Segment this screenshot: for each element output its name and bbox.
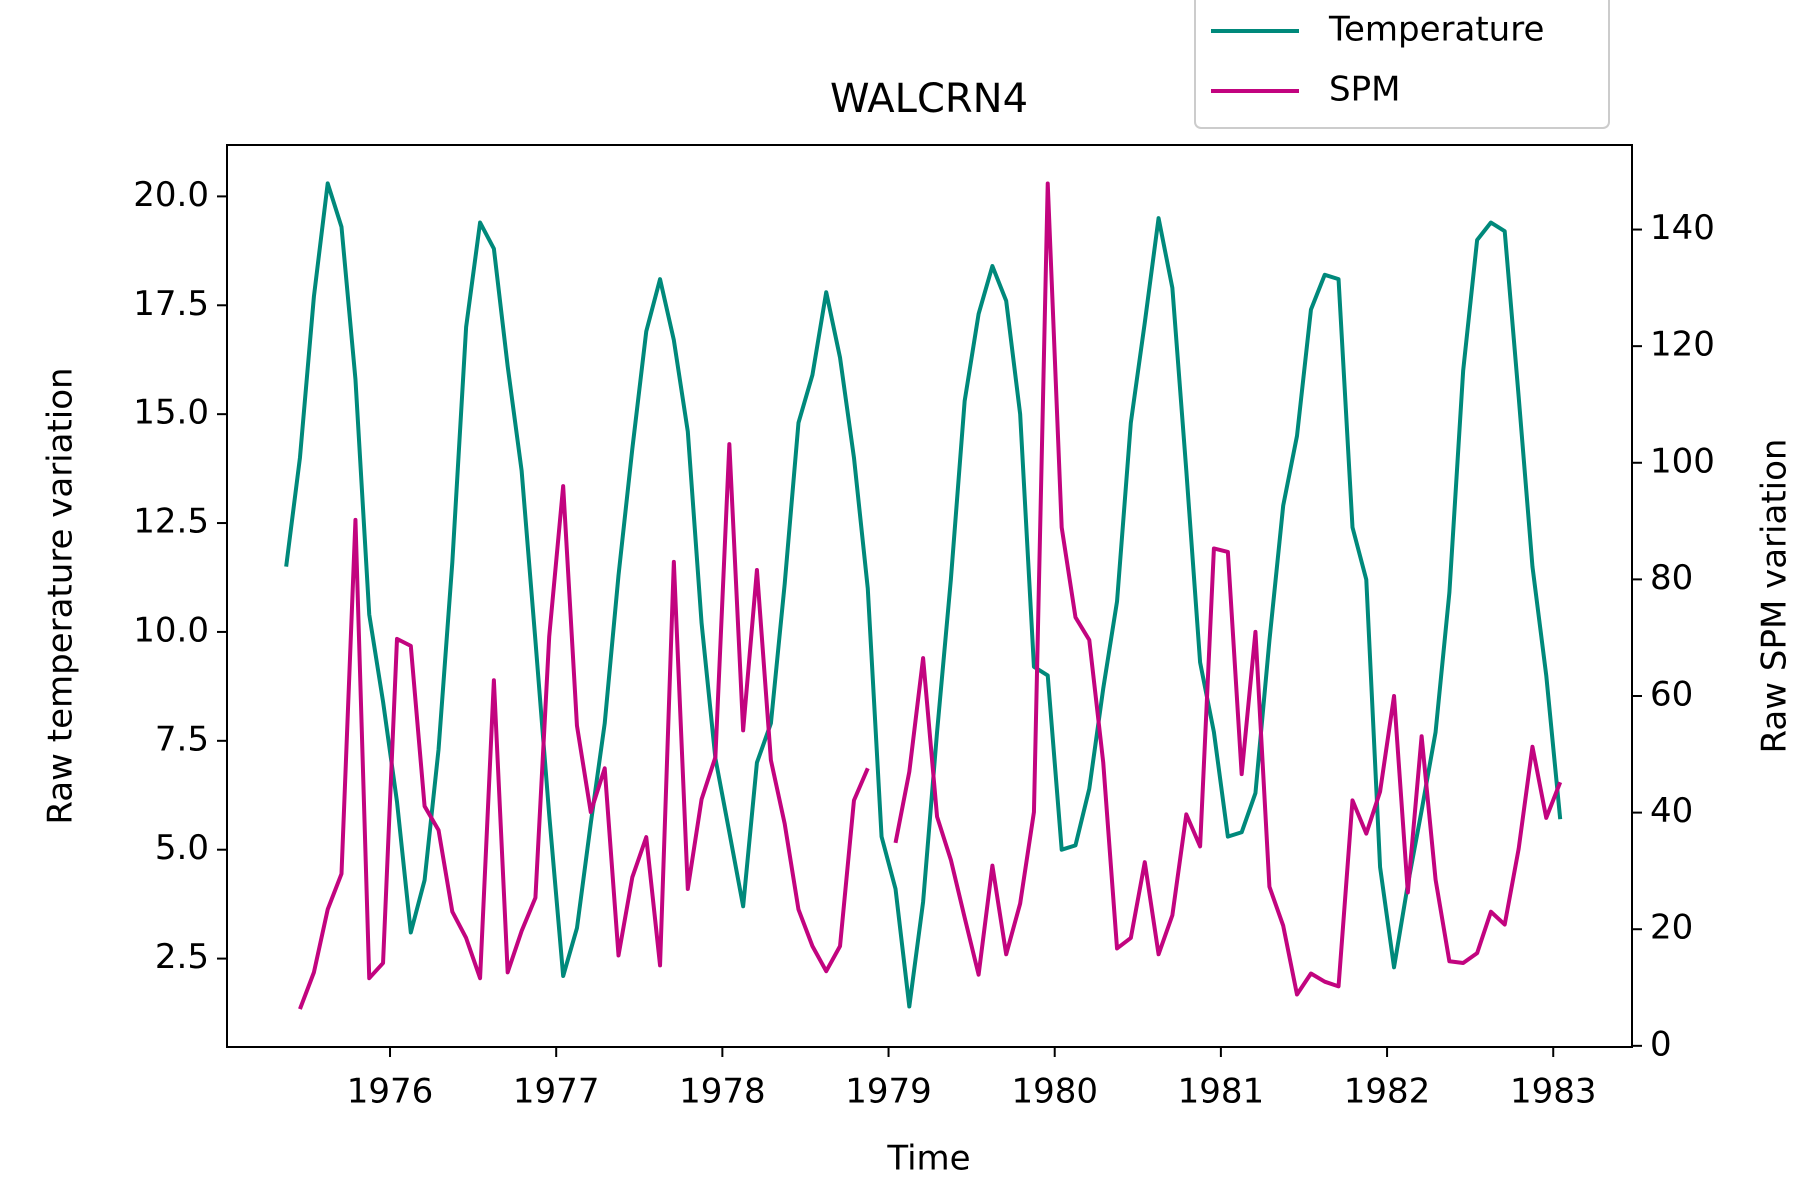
x-tick-label: 1980	[1011, 1072, 1098, 1112]
x-tick-label: 1976	[347, 1072, 434, 1112]
line-series	[298, 181, 1563, 1010]
y2-tick-label: 0	[1650, 1024, 1672, 1064]
y-axis-label: Raw temperature variation	[41, 367, 81, 824]
y2-tick-label: 100	[1650, 441, 1715, 481]
y2-tick-label: 40	[1650, 791, 1693, 831]
y2-tick-label: 20	[1650, 908, 1693, 948]
y2-tick-label: 120	[1650, 325, 1715, 365]
x-tick-label: 1981	[1178, 1072, 1265, 1112]
x-tick-label: 1982	[1344, 1072, 1431, 1112]
y-tick-label: 20.0	[133, 175, 209, 215]
y2-tick-label: 140	[1650, 208, 1715, 248]
y2-axis-label: Raw SPM variation	[1755, 439, 1795, 754]
y-tick-label: 12.5	[133, 502, 209, 542]
chart-title: WALCRN4	[830, 76, 1028, 122]
x-tick-label: 1978	[679, 1072, 766, 1112]
legend-label: Temperature	[1328, 10, 1544, 50]
y2-tick-label: 60	[1650, 674, 1693, 714]
y-tick-label: 5.0	[155, 828, 209, 868]
y-tick-label: 2.5	[155, 937, 209, 977]
y-tick-label: 15.0	[133, 393, 209, 433]
x-axis-label: Time	[886, 1139, 970, 1179]
x-tick-label: 1979	[845, 1072, 932, 1112]
y-tick-label: 17.5	[133, 284, 209, 324]
y-tick-label: 10.0	[133, 610, 209, 650]
x-tick-label: 1977	[513, 1072, 600, 1112]
legend-label: SPM	[1329, 70, 1400, 110]
x-tick-label: 1983	[1510, 1072, 1597, 1112]
y-tick-label: 7.5	[155, 719, 209, 759]
y2-tick-label: 80	[1650, 558, 1693, 598]
plot-frame	[226, 144, 1633, 1048]
line-series	[284, 181, 1563, 1009]
